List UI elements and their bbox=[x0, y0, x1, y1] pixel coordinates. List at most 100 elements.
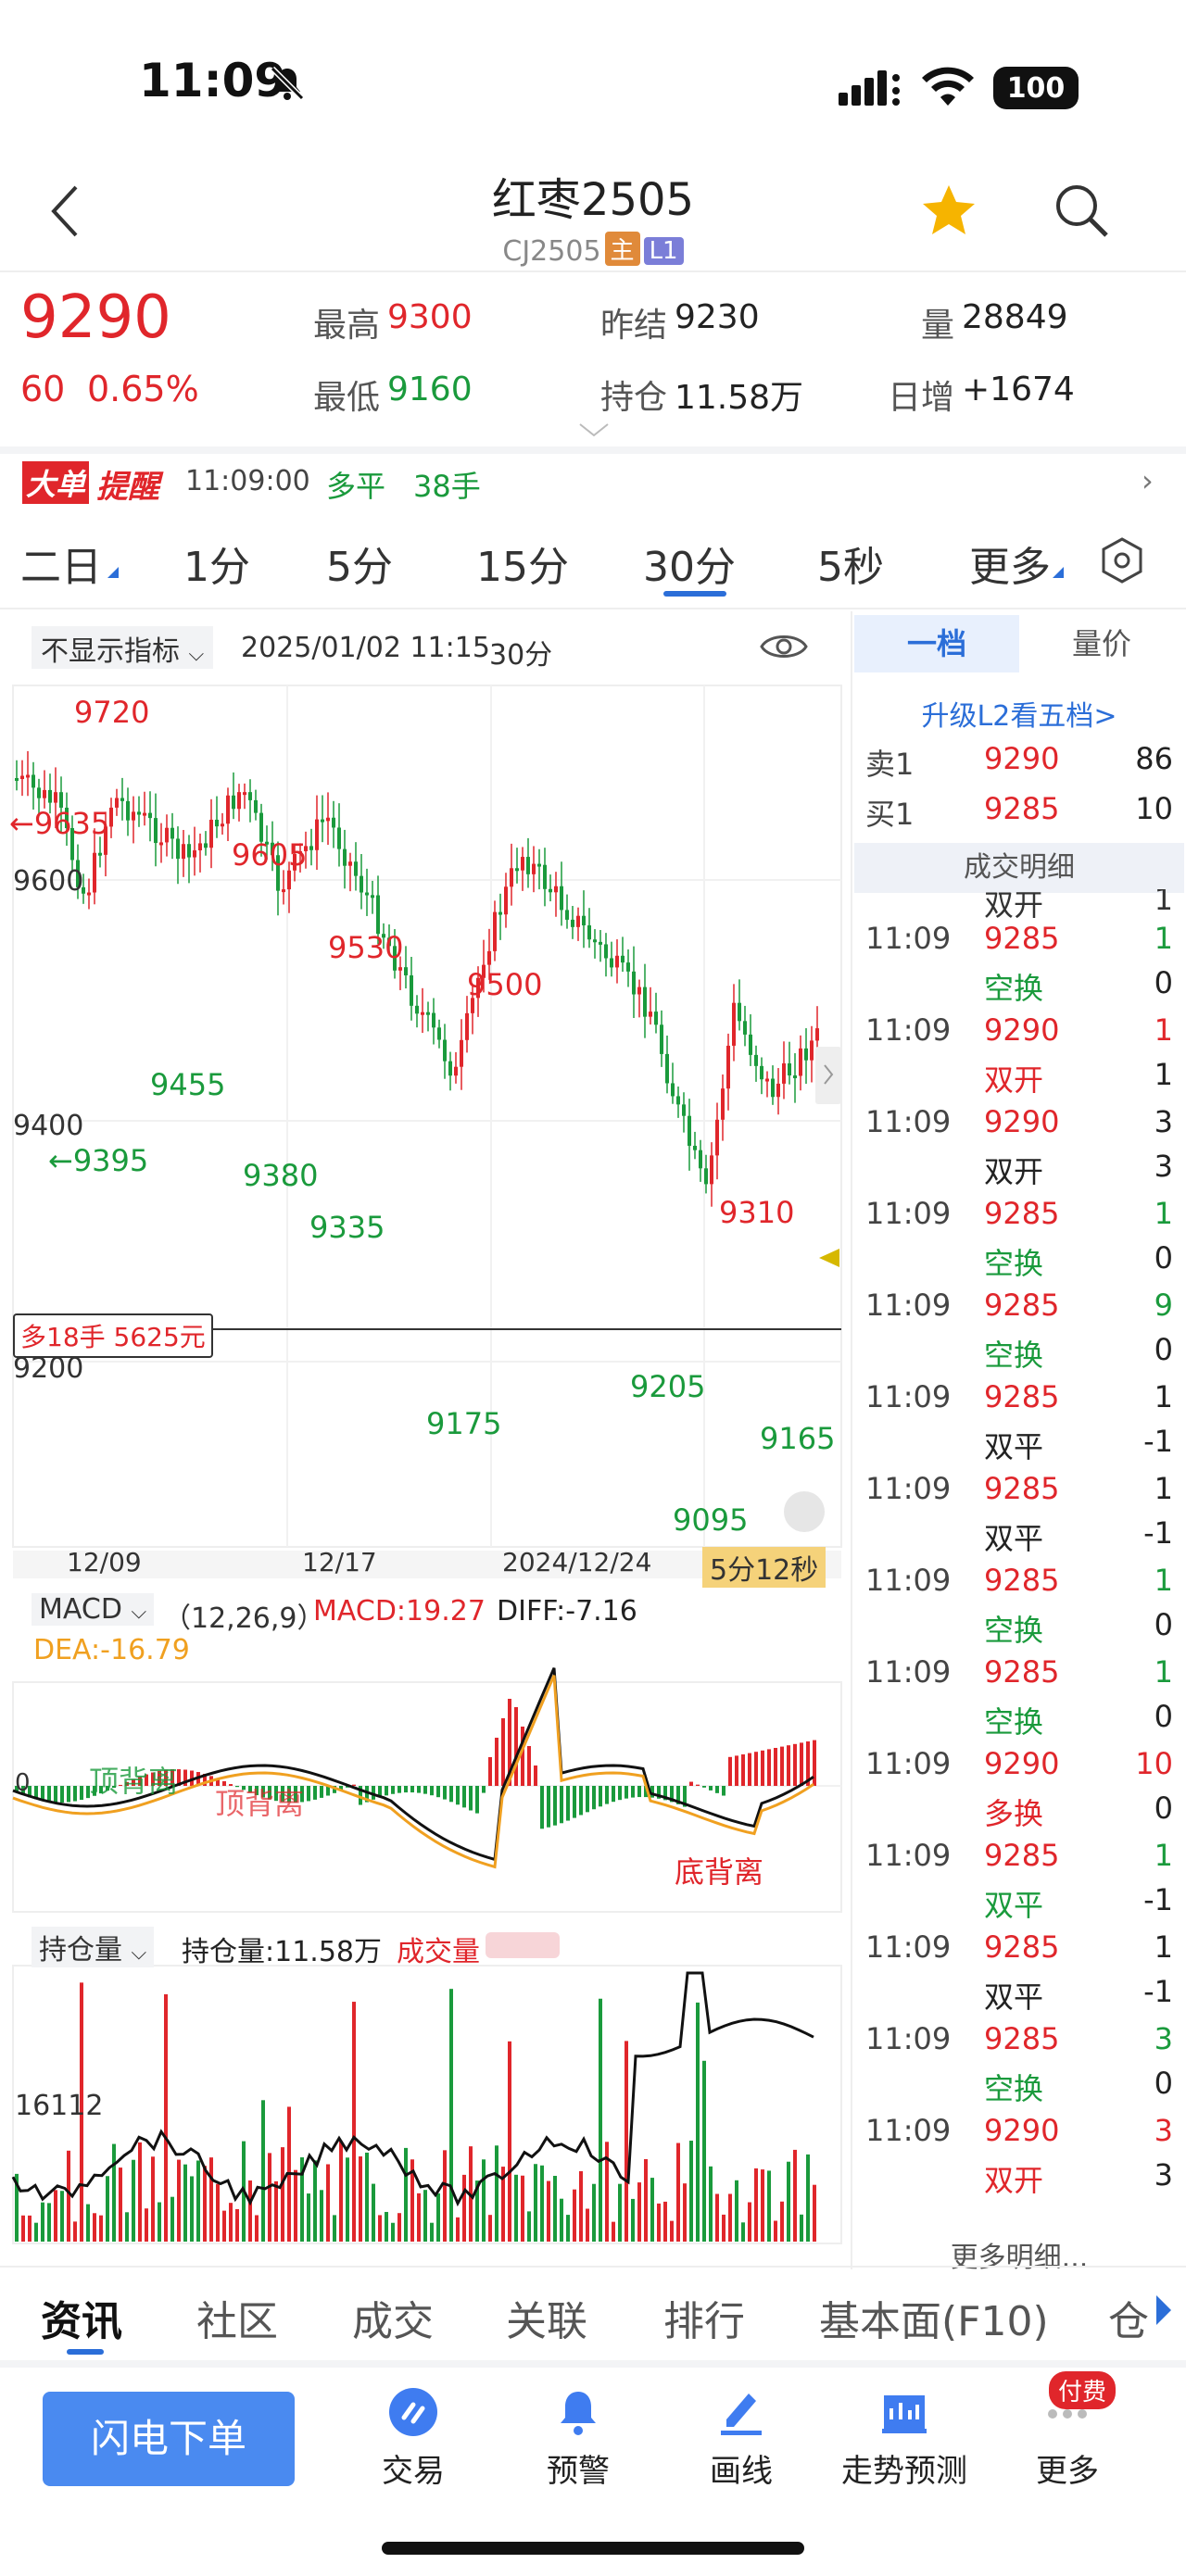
label-9395: ←9395 bbox=[48, 1143, 149, 1178]
nav-forecast[interactable]: 走势预测 bbox=[830, 2386, 978, 2491]
nav-draw[interactable]: 画线 bbox=[667, 2386, 815, 2491]
candle-body bbox=[115, 798, 119, 808]
tab-community[interactable]: 社区 bbox=[196, 2298, 278, 2345]
tab-15min[interactable]: 15分 bbox=[476, 544, 569, 591]
position-tag[interactable]: 多18手 5625元 bbox=[13, 1313, 213, 1358]
expand-chevron-icon[interactable] bbox=[578, 422, 610, 443]
tab-5min[interactable]: 5分 bbox=[326, 544, 393, 591]
candle-body bbox=[404, 967, 408, 975]
tab-30min[interactable]: 30分 bbox=[643, 544, 736, 591]
macd-params: （12,26,9） bbox=[163, 1602, 325, 1635]
macd-bar bbox=[385, 1786, 388, 1796]
prev-settle-value: 9230 bbox=[675, 298, 760, 336]
indicator-selector[interactable]: 不显示指标 ⌵ bbox=[32, 626, 214, 669]
oi-selector-label: 持仓量 bbox=[39, 1934, 122, 1967]
macd-bar bbox=[806, 1741, 810, 1786]
tab-fundamentals[interactable]: 基本面(F10) bbox=[819, 2298, 1049, 2345]
trade-price: 9285 bbox=[984, 2021, 1060, 2056]
macd-bar bbox=[813, 1740, 816, 1786]
volume-bar bbox=[307, 2193, 310, 2242]
trade-qty: 3 bbox=[1154, 1104, 1173, 1139]
tab-ranking[interactable]: 排行 bbox=[663, 2298, 745, 2345]
candle-body bbox=[649, 1012, 652, 1017]
macd-bar bbox=[728, 1756, 732, 1786]
label-9335: 9335 bbox=[309, 1210, 385, 1245]
tab-5sec[interactable]: 5秒 bbox=[817, 544, 884, 591]
macd-bar bbox=[508, 1699, 511, 1786]
volume-bar bbox=[151, 2156, 155, 2242]
macd-bar bbox=[787, 1745, 790, 1786]
macd-bar bbox=[501, 1718, 505, 1786]
tabs-divider bbox=[0, 608, 1186, 609]
back-icon[interactable] bbox=[46, 182, 83, 245]
quick-order-button[interactable]: 闪电下单 bbox=[43, 2392, 295, 2486]
macd-bar bbox=[281, 1786, 284, 1803]
candle-body bbox=[749, 1034, 752, 1055]
candle-body bbox=[504, 886, 508, 915]
label-9095: 9095 bbox=[673, 1502, 749, 1538]
macd-bar bbox=[151, 1772, 155, 1786]
macd-bar bbox=[527, 1746, 531, 1786]
trade-price: 9285 bbox=[984, 1563, 1060, 1598]
tab-news[interactable]: 资讯 bbox=[41, 2298, 122, 2345]
eye-icon[interactable] bbox=[760, 628, 808, 669]
candle-body bbox=[643, 986, 647, 1017]
settings-hexagon-icon[interactable] bbox=[1097, 535, 1147, 589]
upgrade-l2-link[interactable]: 升级L2看五档> bbox=[921, 700, 1117, 733]
nav-alert-label: 预警 bbox=[547, 2453, 610, 2490]
macd-bar bbox=[521, 1727, 524, 1786]
volume-bar bbox=[657, 2203, 661, 2242]
alert-badge: 大单 bbox=[22, 461, 90, 504]
candle-body bbox=[665, 1053, 669, 1084]
macd-selector[interactable]: MACD ⌵ bbox=[32, 1593, 155, 1626]
volume-bar bbox=[47, 2203, 51, 2242]
large-order-alert[interactable]: 大单 提醒 11:09:00 多平 38手 › bbox=[0, 454, 1186, 509]
more-trades-link[interactable]: 更多明细... bbox=[950, 2242, 1089, 2274]
tab-trades[interactable]: 成交 bbox=[352, 2298, 434, 2345]
volume-bar bbox=[385, 2211, 388, 2242]
orderbook-tab-level1[interactable]: 一档 bbox=[854, 615, 1019, 672]
oi-chevron-icon: ⌵ bbox=[131, 1941, 147, 1965]
tab-1min[interactable]: 1分 bbox=[183, 544, 250, 591]
trade-type: 空换 bbox=[984, 971, 1044, 1006]
volume-bar bbox=[780, 2201, 784, 2242]
search-icon[interactable] bbox=[1053, 182, 1112, 245]
candlestick-chart[interactable] bbox=[0, 676, 852, 2251]
volume-blur bbox=[486, 1932, 560, 1958]
trade-qty: 3 bbox=[1154, 2113, 1173, 2148]
candle-body bbox=[243, 792, 246, 796]
bottom-tabs-divider bbox=[0, 2360, 1186, 2368]
macd-bar bbox=[702, 1786, 706, 1788]
volume-bar bbox=[806, 2154, 810, 2242]
macd-diff-line bbox=[12, 1667, 814, 1862]
volume-bar bbox=[586, 2208, 589, 2242]
oi-selector[interactable]: 持仓量 ⌵ bbox=[32, 1927, 155, 1967]
orderbook-tab-price-volume[interactable]: 量价 bbox=[1019, 615, 1184, 672]
tabs-scroll-right-icon[interactable] bbox=[1156, 2295, 1171, 2325]
star-icon[interactable] bbox=[919, 182, 978, 245]
trade-oi-change: 3 bbox=[1154, 2157, 1173, 2193]
macd-bar bbox=[676, 1786, 680, 1804]
candle-body bbox=[282, 889, 285, 893]
tab-position[interactable]: 仓 bbox=[1108, 2298, 1149, 2345]
candle-body bbox=[710, 1155, 713, 1185]
macd-bar bbox=[248, 1786, 252, 1793]
nav-more[interactable]: 更多 bbox=[993, 2386, 1142, 2491]
tab-more[interactable]: 更多 bbox=[969, 544, 1051, 591]
nav-trade[interactable]: 交易 bbox=[339, 2386, 487, 2491]
volume-bar bbox=[359, 2156, 362, 2242]
volume-bar bbox=[443, 2150, 447, 2242]
tab-related[interactable]: 关联 bbox=[506, 2298, 587, 2345]
macd-bar bbox=[47, 1786, 51, 1803]
trade-row-detail: 多换 0 bbox=[854, 1791, 1184, 1835]
nav-alert[interactable]: 预警 bbox=[504, 2386, 652, 2491]
macd-bar bbox=[534, 1766, 537, 1786]
macd-bar bbox=[404, 1786, 408, 1793]
macd-bar bbox=[625, 1786, 628, 1799]
macd-bar bbox=[579, 1786, 583, 1816]
macd-bar bbox=[372, 1786, 375, 1800]
macd-value: MACD:19.27 bbox=[313, 1595, 486, 1627]
macd-bar bbox=[495, 1738, 498, 1786]
label-9175: 9175 bbox=[426, 1406, 502, 1441]
tab-two-day[interactable]: 二日 bbox=[20, 544, 102, 591]
